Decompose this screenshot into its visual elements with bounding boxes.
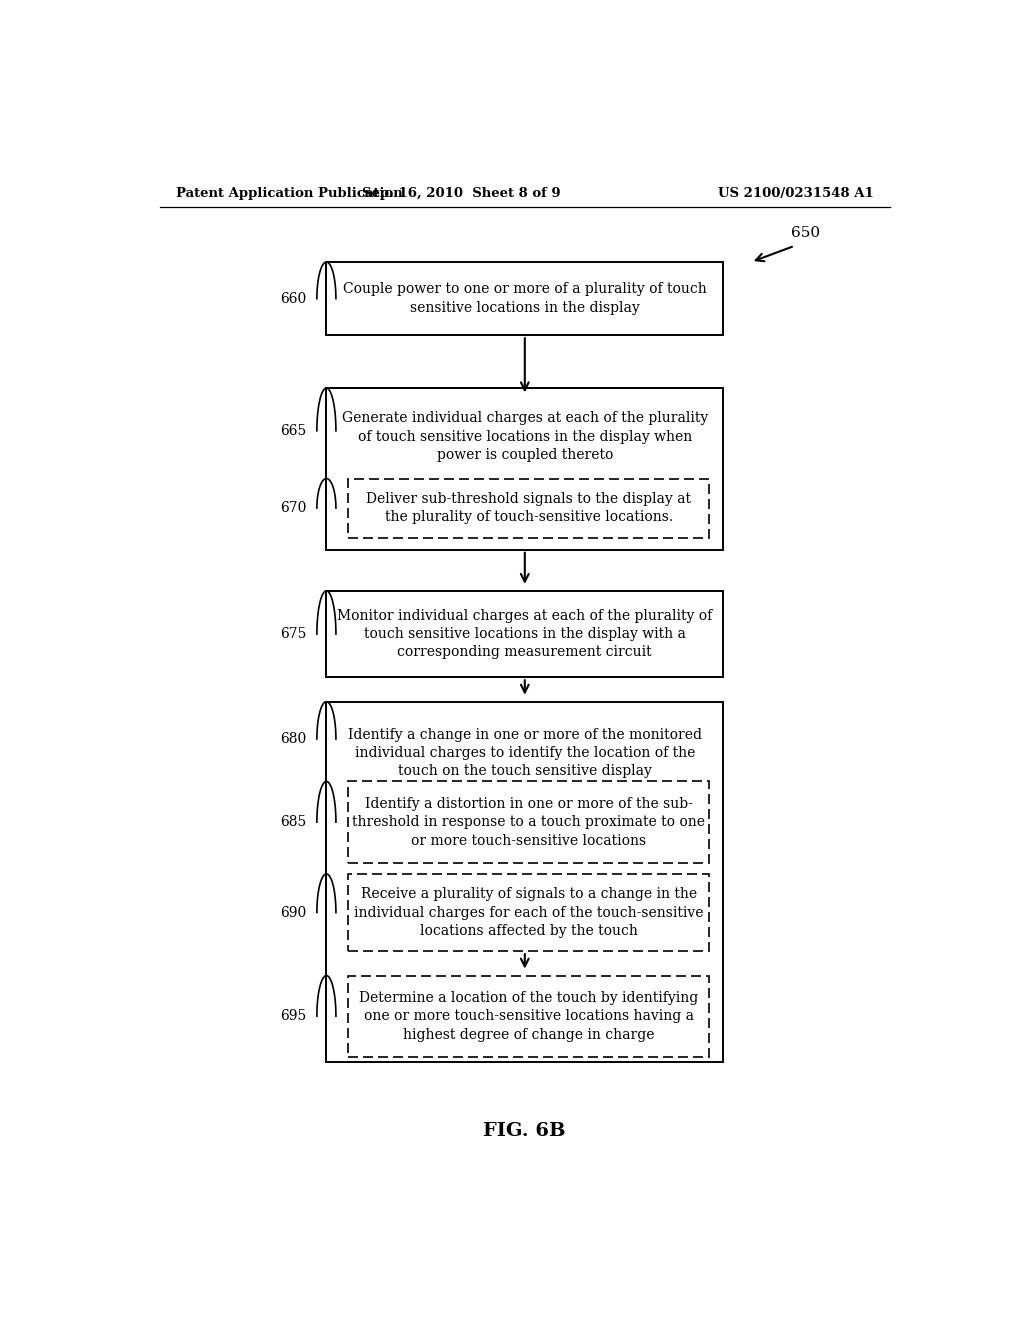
- Text: 685: 685: [281, 816, 306, 829]
- Text: 660: 660: [281, 292, 306, 306]
- Bar: [348, 975, 710, 1057]
- Bar: [327, 591, 723, 677]
- Text: Identify a change in one or more of the monitored
individual charges to identify: Identify a change in one or more of the …: [348, 727, 701, 779]
- Text: Receive a plurality of signals to a change in the
individual charges for each of: Receive a plurality of signals to a chan…: [354, 887, 703, 939]
- Text: Determine a location of the touch by identifying
one or more touch-sensitive loc: Determine a location of the touch by ide…: [359, 991, 698, 1041]
- Bar: [327, 702, 723, 1063]
- Text: 665: 665: [281, 424, 306, 438]
- Text: 690: 690: [281, 906, 306, 920]
- Text: 670: 670: [281, 502, 306, 515]
- Bar: [348, 479, 710, 537]
- Text: Monitor individual charges at each of the plurality of
touch sensitive locations: Monitor individual charges at each of th…: [337, 609, 713, 660]
- Text: 675: 675: [281, 627, 306, 642]
- Text: FIG. 6B: FIG. 6B: [483, 1122, 566, 1140]
- Text: Sep. 16, 2010  Sheet 8 of 9: Sep. 16, 2010 Sheet 8 of 9: [362, 187, 560, 201]
- Bar: [348, 781, 710, 863]
- Text: 695: 695: [281, 1010, 306, 1023]
- Text: Patent Application Publication: Patent Application Publication: [176, 187, 402, 201]
- Text: Couple power to one or more of a plurality of touch
sensitive locations in the d: Couple power to one or more of a plurali…: [343, 282, 707, 315]
- Text: Deliver sub-threshold signals to the display at
the plurality of touch-sensitive: Deliver sub-threshold signals to the dis…: [367, 492, 691, 524]
- Bar: [327, 388, 723, 549]
- Text: US 2100/0231548 A1: US 2100/0231548 A1: [718, 187, 873, 201]
- Text: 650: 650: [791, 226, 820, 240]
- Text: Identify a distortion in one or more of the sub-
threshold in response to a touc: Identify a distortion in one or more of …: [352, 797, 706, 847]
- Text: Generate individual charges at each of the plurality
of touch sensitive location: Generate individual charges at each of t…: [342, 412, 708, 462]
- Bar: [348, 874, 710, 952]
- Text: 680: 680: [281, 733, 306, 746]
- Bar: [327, 263, 723, 335]
